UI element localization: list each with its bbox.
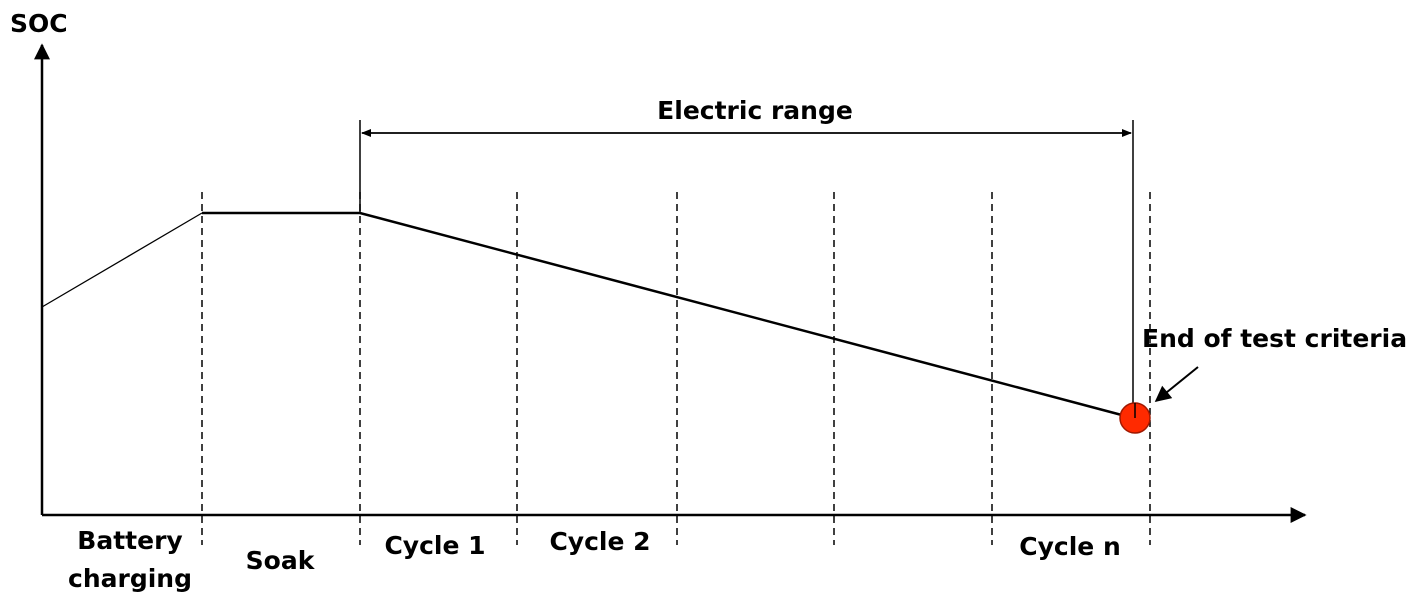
end-arrow — [1154, 366, 1199, 403]
phase-label: Cycle n — [1019, 532, 1121, 561]
phase-label: Battery — [77, 526, 182, 555]
y-axis-label: SOC — [10, 9, 68, 38]
phase-label: Cycle 1 — [384, 531, 485, 560]
phase-label: charging — [68, 564, 192, 593]
charging-line — [41, 212, 203, 308]
soc-line — [202, 211, 1134, 420]
end-label: End of test criteria — [1142, 324, 1407, 353]
phase-label: Soak — [246, 546, 316, 575]
phase-label: Cycle 2 — [549, 527, 650, 556]
phase-separators — [201, 192, 1151, 545]
range-label: Electric range — [657, 96, 853, 125]
